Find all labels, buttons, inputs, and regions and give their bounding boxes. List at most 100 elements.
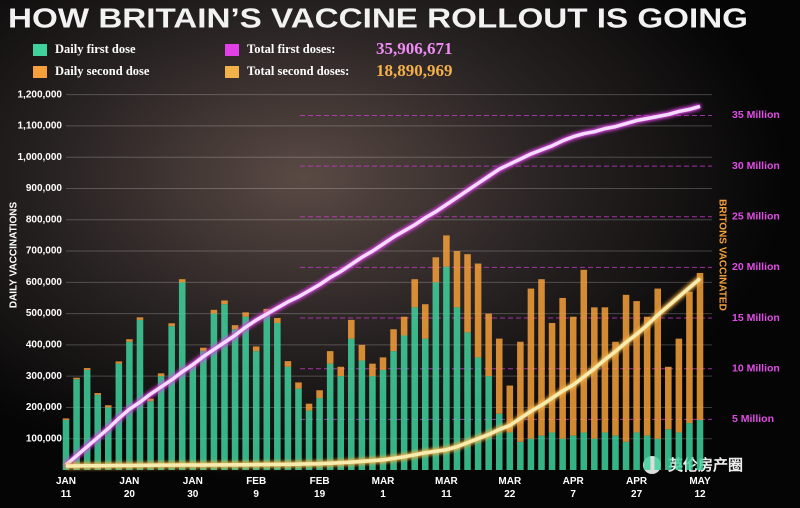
legend-swatch [225, 44, 239, 56]
bar [591, 438, 598, 470]
x-tick-label: MAR 11 [435, 476, 459, 500]
bar [517, 341, 524, 442]
bar [73, 379, 80, 470]
bar [548, 322, 556, 433]
y-tick-label: 300,000 [26, 371, 63, 382]
bar [464, 332, 471, 470]
bar [157, 373, 165, 377]
legend-swatch [33, 44, 47, 56]
bar [263, 308, 271, 314]
bar [390, 351, 397, 470]
line [65, 277, 702, 468]
bar [210, 313, 218, 470]
chart-title: HOW BRITAIN’S VACCINE ROLLOUT IS GOING [8, 2, 748, 33]
y-tick-label: 200,000 [26, 402, 63, 413]
bar [358, 344, 366, 361]
bar [569, 316, 577, 436]
y-tick-label: 1,200,000 [18, 89, 63, 100]
bar [643, 316, 651, 436]
bar [443, 266, 450, 470]
bar [612, 435, 619, 470]
bar [221, 304, 228, 470]
bar [432, 257, 440, 283]
bar [633, 432, 640, 470]
y2-tick-label: 15 Million [732, 312, 780, 324]
bar [538, 279, 545, 436]
bar [400, 335, 408, 470]
bar [115, 361, 123, 364]
bar [104, 405, 112, 408]
y-tick-label: 500,000 [26, 308, 63, 319]
bar [379, 369, 387, 470]
bar [358, 360, 366, 470]
bar [348, 338, 355, 470]
bar [400, 316, 408, 336]
legend-label: Daily first dose [55, 42, 136, 56]
bar [432, 282, 440, 470]
bar [474, 263, 482, 358]
bar [295, 388, 302, 470]
bar [136, 319, 144, 470]
y2-tick-label: 35 Million [732, 109, 780, 121]
bar [231, 329, 239, 470]
bar [221, 300, 228, 305]
bar [654, 438, 662, 470]
bar [538, 435, 545, 470]
y2-tick-label: 25 Million [732, 211, 780, 223]
bar [369, 363, 376, 377]
y-tick-label: 700,000 [26, 246, 63, 257]
x-tick-label: JAN 20 [119, 476, 139, 500]
bar [601, 432, 609, 470]
bar [453, 307, 461, 470]
bar [675, 338, 683, 433]
bar [665, 366, 672, 430]
bar [284, 366, 292, 470]
bar [696, 419, 704, 470]
bar [612, 341, 619, 436]
bar [94, 393, 101, 395]
legend-label: Daily second dose [55, 64, 150, 78]
bar [126, 341, 133, 470]
bar [633, 301, 640, 433]
bar [231, 325, 239, 330]
bar [305, 403, 313, 411]
bar [295, 382, 302, 389]
bar [83, 369, 91, 470]
bar [569, 435, 577, 470]
legend-label: Total second doses: [247, 64, 349, 78]
bar [443, 235, 450, 267]
bar [242, 316, 249, 470]
bar [411, 279, 418, 308]
x-tick-label: FEB 19 [310, 476, 330, 500]
bar [83, 368, 91, 370]
bar [316, 390, 323, 399]
bar [559, 438, 566, 470]
legend: Daily first dose Daily second dose Total f… [33, 39, 453, 80]
x-tick-label: JAN 30 [183, 476, 203, 500]
bar [178, 282, 186, 470]
bar [643, 435, 651, 470]
bar [506, 385, 514, 433]
bar [178, 279, 186, 283]
bar [305, 410, 313, 470]
bar [136, 317, 144, 320]
y-tick-label: 100,000 [26, 433, 63, 444]
bar [421, 304, 429, 339]
legend-total: 35,906,671 [376, 39, 453, 58]
bar [316, 398, 323, 470]
bar [517, 441, 524, 470]
bar [252, 346, 260, 352]
x-tick-label: APR 7 [563, 476, 585, 500]
bar [495, 338, 503, 414]
bar [548, 432, 556, 470]
bar [495, 413, 503, 470]
bar [696, 272, 704, 420]
bar [147, 398, 154, 402]
y2-tick-label: 30 Million [732, 160, 780, 172]
bar [686, 423, 693, 470]
bar [242, 312, 249, 317]
bar [94, 394, 101, 470]
bar [326, 363, 334, 470]
y2-tick-label: 10 Million [732, 362, 780, 374]
